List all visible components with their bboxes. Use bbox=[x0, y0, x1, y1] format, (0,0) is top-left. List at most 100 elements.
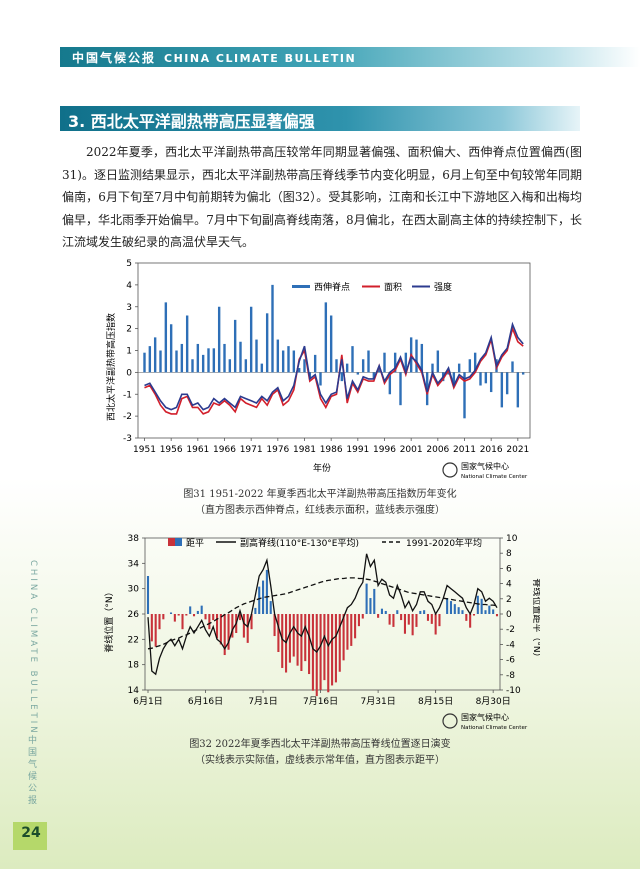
legend-swatch-neg bbox=[168, 538, 175, 546]
anomaly-bar bbox=[304, 614, 307, 662]
ridge-bar bbox=[292, 350, 296, 373]
ridge-bar bbox=[329, 315, 333, 373]
ridge-bar bbox=[223, 343, 226, 373]
anomaly-bar bbox=[426, 614, 430, 621]
figure-31-caption: 图31 1951-2022 年夏季西北太平洋副热带高压指数历年变化 （直方图表示… bbox=[120, 487, 520, 519]
y2-tick-label: -6 bbox=[506, 656, 515, 666]
x-tick-label: 1976 bbox=[266, 445, 289, 455]
y-tick-label: 2 bbox=[126, 325, 132, 335]
y-tick-label: 22 bbox=[128, 635, 139, 645]
y-tick-label: 14 bbox=[128, 686, 140, 696]
anomaly-bar bbox=[273, 614, 276, 637]
legend-label-intensity: 强度 bbox=[434, 281, 452, 293]
anomaly-bar bbox=[254, 607, 257, 614]
x-tick-label: 1971 bbox=[240, 445, 263, 455]
x-tick-label: 1951 bbox=[133, 445, 156, 455]
y2-tick-label: -4 bbox=[506, 640, 515, 650]
anomaly-bar bbox=[388, 614, 391, 625]
y2-tick-label: 4 bbox=[506, 580, 512, 590]
x-tick-label: 2006 bbox=[426, 445, 449, 455]
ridge-bar bbox=[457, 363, 461, 373]
ridge-bar bbox=[521, 372, 525, 375]
figure-32-plot: 14 18 22 26 30 34 38 -10 -8 -6 -4 -2 0 2 4 6 8 10 6月1日 6月16… bbox=[128, 534, 521, 707]
figure-32-legend: 距平 副高脊线(110°E-130°E平均) 1991-2020年平均 bbox=[168, 537, 482, 549]
ridge-bar bbox=[239, 341, 242, 373]
anomaly-bar bbox=[258, 586, 261, 614]
anomaly-bar bbox=[246, 614, 249, 643]
anomaly-bar bbox=[150, 614, 153, 642]
anomaly-bar bbox=[169, 612, 173, 614]
ridge-bar bbox=[281, 350, 285, 373]
anomaly-bar bbox=[296, 614, 299, 666]
anomaly-bar bbox=[438, 614, 441, 627]
x-tick-label: 7月16日 bbox=[303, 696, 338, 707]
side-text-cn: 中国气候公报 bbox=[26, 735, 36, 807]
anomaly-bar bbox=[373, 588, 376, 614]
anomaly-bar bbox=[331, 614, 334, 686]
anomaly-bar bbox=[208, 614, 211, 630]
ncc-logo-icon bbox=[442, 713, 458, 729]
legend-swatch-bar bbox=[292, 285, 310, 288]
ridge-bar bbox=[271, 284, 274, 373]
ridge-bar bbox=[489, 372, 493, 393]
anomaly-bar bbox=[315, 614, 318, 697]
figure-31-ylabel: 西北太平洋副热带高压指数 bbox=[105, 313, 117, 421]
anomaly-bar bbox=[338, 614, 341, 672]
anomaly-bar bbox=[411, 614, 414, 636]
ridge-bar bbox=[383, 352, 386, 373]
ridge-bar bbox=[201, 354, 205, 373]
ridge-bar bbox=[420, 343, 424, 373]
anomaly-bar bbox=[419, 610, 422, 614]
x-tick-label: 2016 bbox=[480, 445, 503, 455]
ridge-bar bbox=[148, 346, 152, 373]
anomaly-bar bbox=[185, 614, 188, 616]
ridge-bar bbox=[159, 350, 162, 373]
x-tick-label: 6月1日 bbox=[133, 696, 162, 707]
ridge-bar bbox=[313, 354, 317, 373]
y2-tick-label: 10 bbox=[506, 534, 518, 544]
x-tick-label: 1986 bbox=[320, 445, 343, 455]
logo-en: National Climate Center bbox=[461, 725, 528, 731]
anomaly-bar bbox=[231, 614, 234, 638]
section-title: 3. 西北太平洋副热带高压显著偏强 bbox=[68, 112, 315, 131]
x-tick-label: 2001 bbox=[400, 445, 423, 455]
header-band bbox=[60, 47, 640, 67]
y-tick-label: -2 bbox=[123, 412, 132, 422]
y-tick-label: 26 bbox=[128, 610, 140, 620]
header-cn: 中国气候公报 bbox=[72, 51, 157, 65]
anomaly-bar bbox=[154, 614, 157, 647]
bulletin-header: 中国气候公报 CHINA CLIMATE BULLETIN bbox=[72, 49, 356, 66]
caption-31-title: 图31 1951-2022 年夏季西北太平洋副热带高压指数历年变化 bbox=[183, 489, 457, 500]
anomaly-bar bbox=[472, 614, 476, 616]
anomaly-bar bbox=[265, 569, 268, 614]
anomaly-bar bbox=[269, 601, 272, 614]
anomaly-bar bbox=[361, 614, 364, 619]
y2-tick-label: 0 bbox=[506, 610, 512, 620]
anomaly-bar bbox=[346, 614, 349, 650]
anomaly-bar bbox=[380, 608, 383, 614]
anomaly-bar bbox=[342, 614, 345, 661]
anomaly-bar bbox=[292, 614, 295, 657]
anomaly-bar bbox=[384, 610, 387, 614]
anomaly-bar bbox=[354, 614, 357, 639]
anomaly-bar bbox=[158, 614, 161, 630]
anomaly-bar bbox=[423, 610, 426, 614]
ridge-bar bbox=[505, 372, 509, 395]
ridge-bar bbox=[297, 368, 301, 373]
y2-tick-label: -8 bbox=[506, 671, 515, 681]
figure-31-legend: 西伸脊点 面积 强度 bbox=[292, 281, 452, 293]
ridge-bar bbox=[399, 372, 402, 406]
anomaly-bar bbox=[461, 610, 464, 614]
ridge-bar bbox=[463, 372, 466, 419]
ridge-bar bbox=[351, 346, 354, 373]
ridge-bar bbox=[452, 372, 456, 384]
ridge-bar bbox=[500, 372, 504, 408]
anomaly-bar bbox=[242, 614, 245, 638]
ridge-bar bbox=[393, 352, 397, 373]
anomaly-bar bbox=[227, 614, 230, 650]
anomaly-bar bbox=[480, 598, 483, 614]
ridge-bar bbox=[228, 359, 232, 373]
logo-cn: 国家气候中心 bbox=[461, 712, 509, 722]
anomaly-bar bbox=[212, 614, 215, 621]
anomaly-bar bbox=[334, 614, 337, 683]
